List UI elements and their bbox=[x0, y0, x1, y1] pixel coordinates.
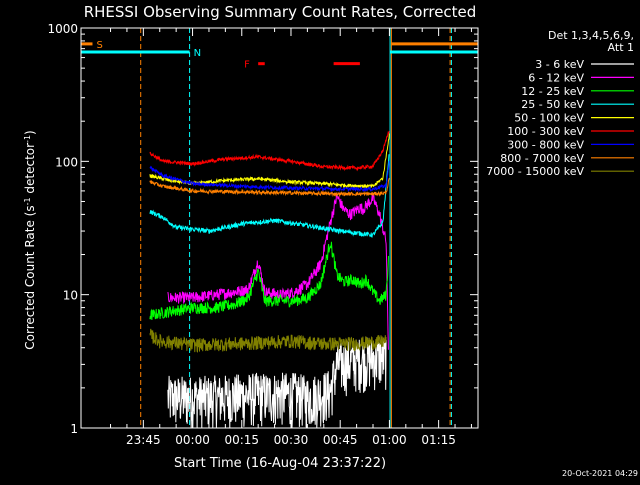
series-line-2 bbox=[149, 241, 389, 321]
y-tick-label-3: 1000 bbox=[47, 22, 78, 36]
legend-label-1: 6 - 12 keV bbox=[528, 71, 584, 84]
x-tick-label-6: 01:15 bbox=[421, 433, 456, 447]
y-axis-label-main: Corrected Count Rate (s bbox=[23, 205, 37, 349]
flag-label-2: F bbox=[244, 60, 250, 71]
y-tick-label-0: 1 bbox=[70, 422, 78, 436]
plot-flags: S N F bbox=[81, 40, 478, 71]
x-tick-label-0: 23:45 bbox=[126, 433, 161, 447]
y-axis-label-end: ) bbox=[23, 130, 37, 135]
series-line-6 bbox=[149, 161, 390, 193]
legend-label-6: 300 - 800 keV bbox=[507, 138, 584, 151]
plot-series bbox=[149, 130, 390, 429]
series-line-4 bbox=[149, 133, 390, 190]
series-line-0 bbox=[167, 337, 387, 429]
y-tick-label-2: 100 bbox=[55, 155, 78, 169]
series-line-1 bbox=[167, 192, 389, 350]
legend-label-4: 50 - 100 keV bbox=[514, 112, 584, 125]
plot-axes: 1 10 100 1000 23:45 00:00 00:15 00:30 00:45 01:00… bbox=[47, 22, 479, 447]
series-line-5 bbox=[149, 130, 390, 172]
legend-label-5: 100 - 300 keV bbox=[507, 125, 584, 138]
legend-label-8: 7000 - 15000 keV bbox=[486, 165, 584, 178]
x-tick-label-3: 00:30 bbox=[274, 433, 309, 447]
y-tick-label-1: 10 bbox=[63, 289, 78, 303]
series-line-8 bbox=[149, 328, 387, 353]
x-axis-label: Start Time (16-Aug-04 23:37:22) bbox=[174, 456, 386, 471]
legend-label-7: 800 - 7000 keV bbox=[500, 152, 584, 165]
y-axis-label-sup1: -1 bbox=[23, 197, 32, 205]
x-tick-label-4: 00:45 bbox=[323, 433, 358, 447]
x-tick-label-1: 00:00 bbox=[175, 433, 210, 447]
plot-lines bbox=[140, 28, 452, 428]
series-line-3 bbox=[149, 154, 390, 238]
legend-label-3: 25 - 50 keV bbox=[521, 98, 584, 111]
x-tick-label-2: 00:15 bbox=[224, 433, 259, 447]
x-tick-label-5: 01:00 bbox=[372, 433, 407, 447]
legend-header-1: Det 1,3,4,5,6,9, bbox=[548, 29, 634, 42]
chart-title: RHESSI Observing Summary Count Rates, Co… bbox=[84, 3, 477, 21]
legend-label-0: 3 - 6 keV bbox=[535, 58, 584, 71]
timestamp: 20-Oct-2021 04:29 bbox=[562, 469, 638, 478]
plot-frame bbox=[80, 27, 479, 429]
y-axis-label: Corrected Count Rate (s-1 detector-1) bbox=[23, 130, 38, 349]
y-axis-label-mid: detector bbox=[23, 143, 37, 198]
legend-label-2: 12 - 25 keV bbox=[521, 85, 584, 98]
flag-label-1: N bbox=[194, 48, 201, 59]
legend-header-2: Att 1 bbox=[608, 41, 634, 54]
y-axis-label-sup2: -1 bbox=[23, 135, 32, 143]
series-line-7 bbox=[149, 177, 390, 198]
flag-label-0: S bbox=[96, 40, 102, 51]
